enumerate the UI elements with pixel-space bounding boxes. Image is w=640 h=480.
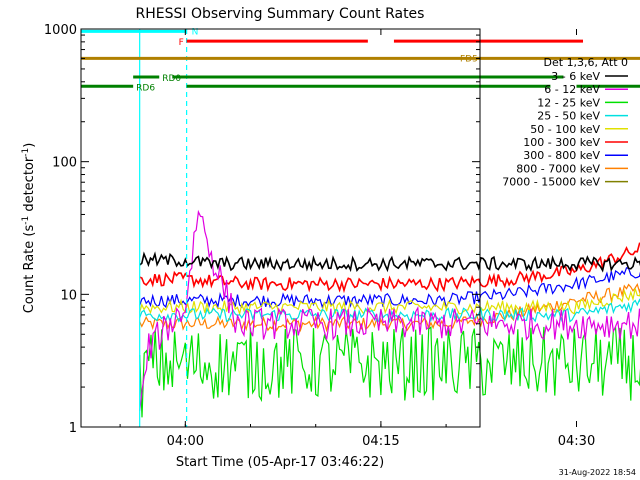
series-line-0	[139, 251, 640, 273]
y-tick-label: 1000	[44, 23, 77, 38]
y-axis: 1 10 100 1000	[44, 23, 480, 436]
state-label-rd6-1: RD6	[136, 83, 155, 93]
y-tick-label: 1	[69, 421, 77, 436]
y-axis-label-mid: detector	[22, 156, 37, 216]
y-axis-label: Count Rate (s-1 detector-1)	[21, 143, 37, 314]
x-axis-label: Start Time (05-Apr-17 03:46:22)	[176, 455, 384, 470]
series-line-3	[139, 298, 640, 324]
series-line-5	[139, 242, 640, 294]
series-line-6	[139, 267, 640, 309]
legend-label-4: 50 - 100 keV	[530, 123, 600, 136]
plot-frame	[80, 28, 481, 428]
series-line-4	[139, 288, 640, 317]
y-tick-label: 10	[60, 288, 77, 303]
x-tick-label: 04:30	[558, 434, 595, 449]
legend-label-5: 100 - 300 keV	[523, 136, 600, 149]
y-axis-label-end: )	[22, 143, 37, 148]
legend-label-1: 6 - 12 keV	[544, 83, 600, 96]
state-label-f-1: F	[179, 38, 184, 48]
series-line-1	[139, 209, 640, 411]
y-axis-label-start: Count Rate (s	[22, 225, 37, 314]
state-label-rd0-1: RD0	[162, 74, 181, 84]
x-tick-label: 04:00	[167, 434, 204, 449]
annotation-layer: NFFD5FD6RD0RD6	[81, 27, 640, 427]
state-label-n-left: N	[192, 27, 199, 37]
legend-label-3: 25 - 50 keV	[537, 110, 600, 123]
series-layer	[139, 209, 640, 418]
chart-title: RHESSI Observing Summary Count Rates	[136, 6, 425, 22]
legend-label-2: 12 - 25 keV	[537, 96, 600, 109]
legend-label-7: 800 - 7000 keV	[516, 162, 600, 175]
x-tick-label: 04:15	[362, 434, 399, 449]
legend-title: Det 1,3,6, Att 0	[544, 56, 628, 69]
state-label-fd5: FD5	[460, 54, 478, 64]
y-tick-label: 100	[52, 156, 77, 171]
legend-label-6: 300 - 800 keV	[523, 149, 600, 162]
series-line-2	[139, 326, 640, 418]
y-axis-label-sup: -1	[21, 216, 31, 225]
y-axis-label-sup2: -1	[21, 148, 31, 157]
legend-label-8: 7000 - 15000 keV	[502, 176, 600, 189]
series-line-7	[139, 282, 640, 333]
legend-label-0: 3 - 6 keV	[551, 70, 600, 83]
footer-date: 31-Aug-2022 18:54	[559, 468, 636, 477]
